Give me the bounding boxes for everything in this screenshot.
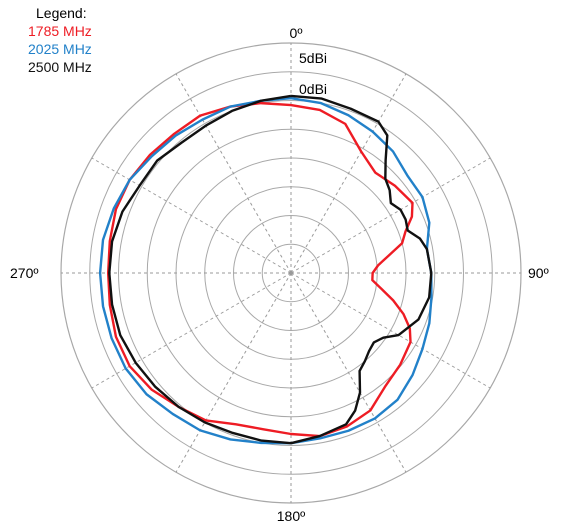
- legend-title: Legend:: [36, 5, 87, 21]
- ring-label-5dbi: 5dBi: [299, 50, 327, 66]
- legend: Legend: 1785 MHz 2025 MHz 2500 MHz: [28, 4, 92, 76]
- tick-label-90: 90º: [528, 265, 549, 281]
- series-line-0: [106, 101, 414, 438]
- tick-label-270: 270º: [10, 265, 38, 281]
- tick-label-0: 0º: [290, 25, 303, 41]
- grid-spoke: [91, 157, 292, 274]
- grid-ring: [146, 128, 436, 418]
- grid-spoke: [175, 73, 292, 274]
- legend-item-2500: 2500 MHz: [28, 59, 92, 75]
- grid-spoke: [290, 272, 491, 389]
- grid-ring: [118, 100, 464, 446]
- grid-ring: [89, 71, 493, 475]
- grid-spoke: [175, 272, 292, 473]
- tick-label-180: 180º: [277, 508, 305, 524]
- grid-spoke: [91, 272, 292, 389]
- series-line-2: [108, 94, 433, 445]
- polar-grid: [60, 42, 522, 504]
- grid-spoke: [290, 73, 407, 274]
- axis-labels: 0º 90º 180º 270º 5dBi 0dBi: [10, 25, 549, 524]
- legend-item-2025: 2025 MHz: [28, 41, 92, 57]
- grid-spoke: [290, 157, 491, 274]
- legend-item-1785: 1785 MHz: [28, 23, 92, 39]
- grid-ring: [261, 243, 321, 303]
- ring-label-0dbi: 0dBi: [299, 81, 327, 97]
- grid-ring: [233, 215, 349, 331]
- grid-spoke: [290, 272, 407, 473]
- chart-series: [98, 94, 433, 445]
